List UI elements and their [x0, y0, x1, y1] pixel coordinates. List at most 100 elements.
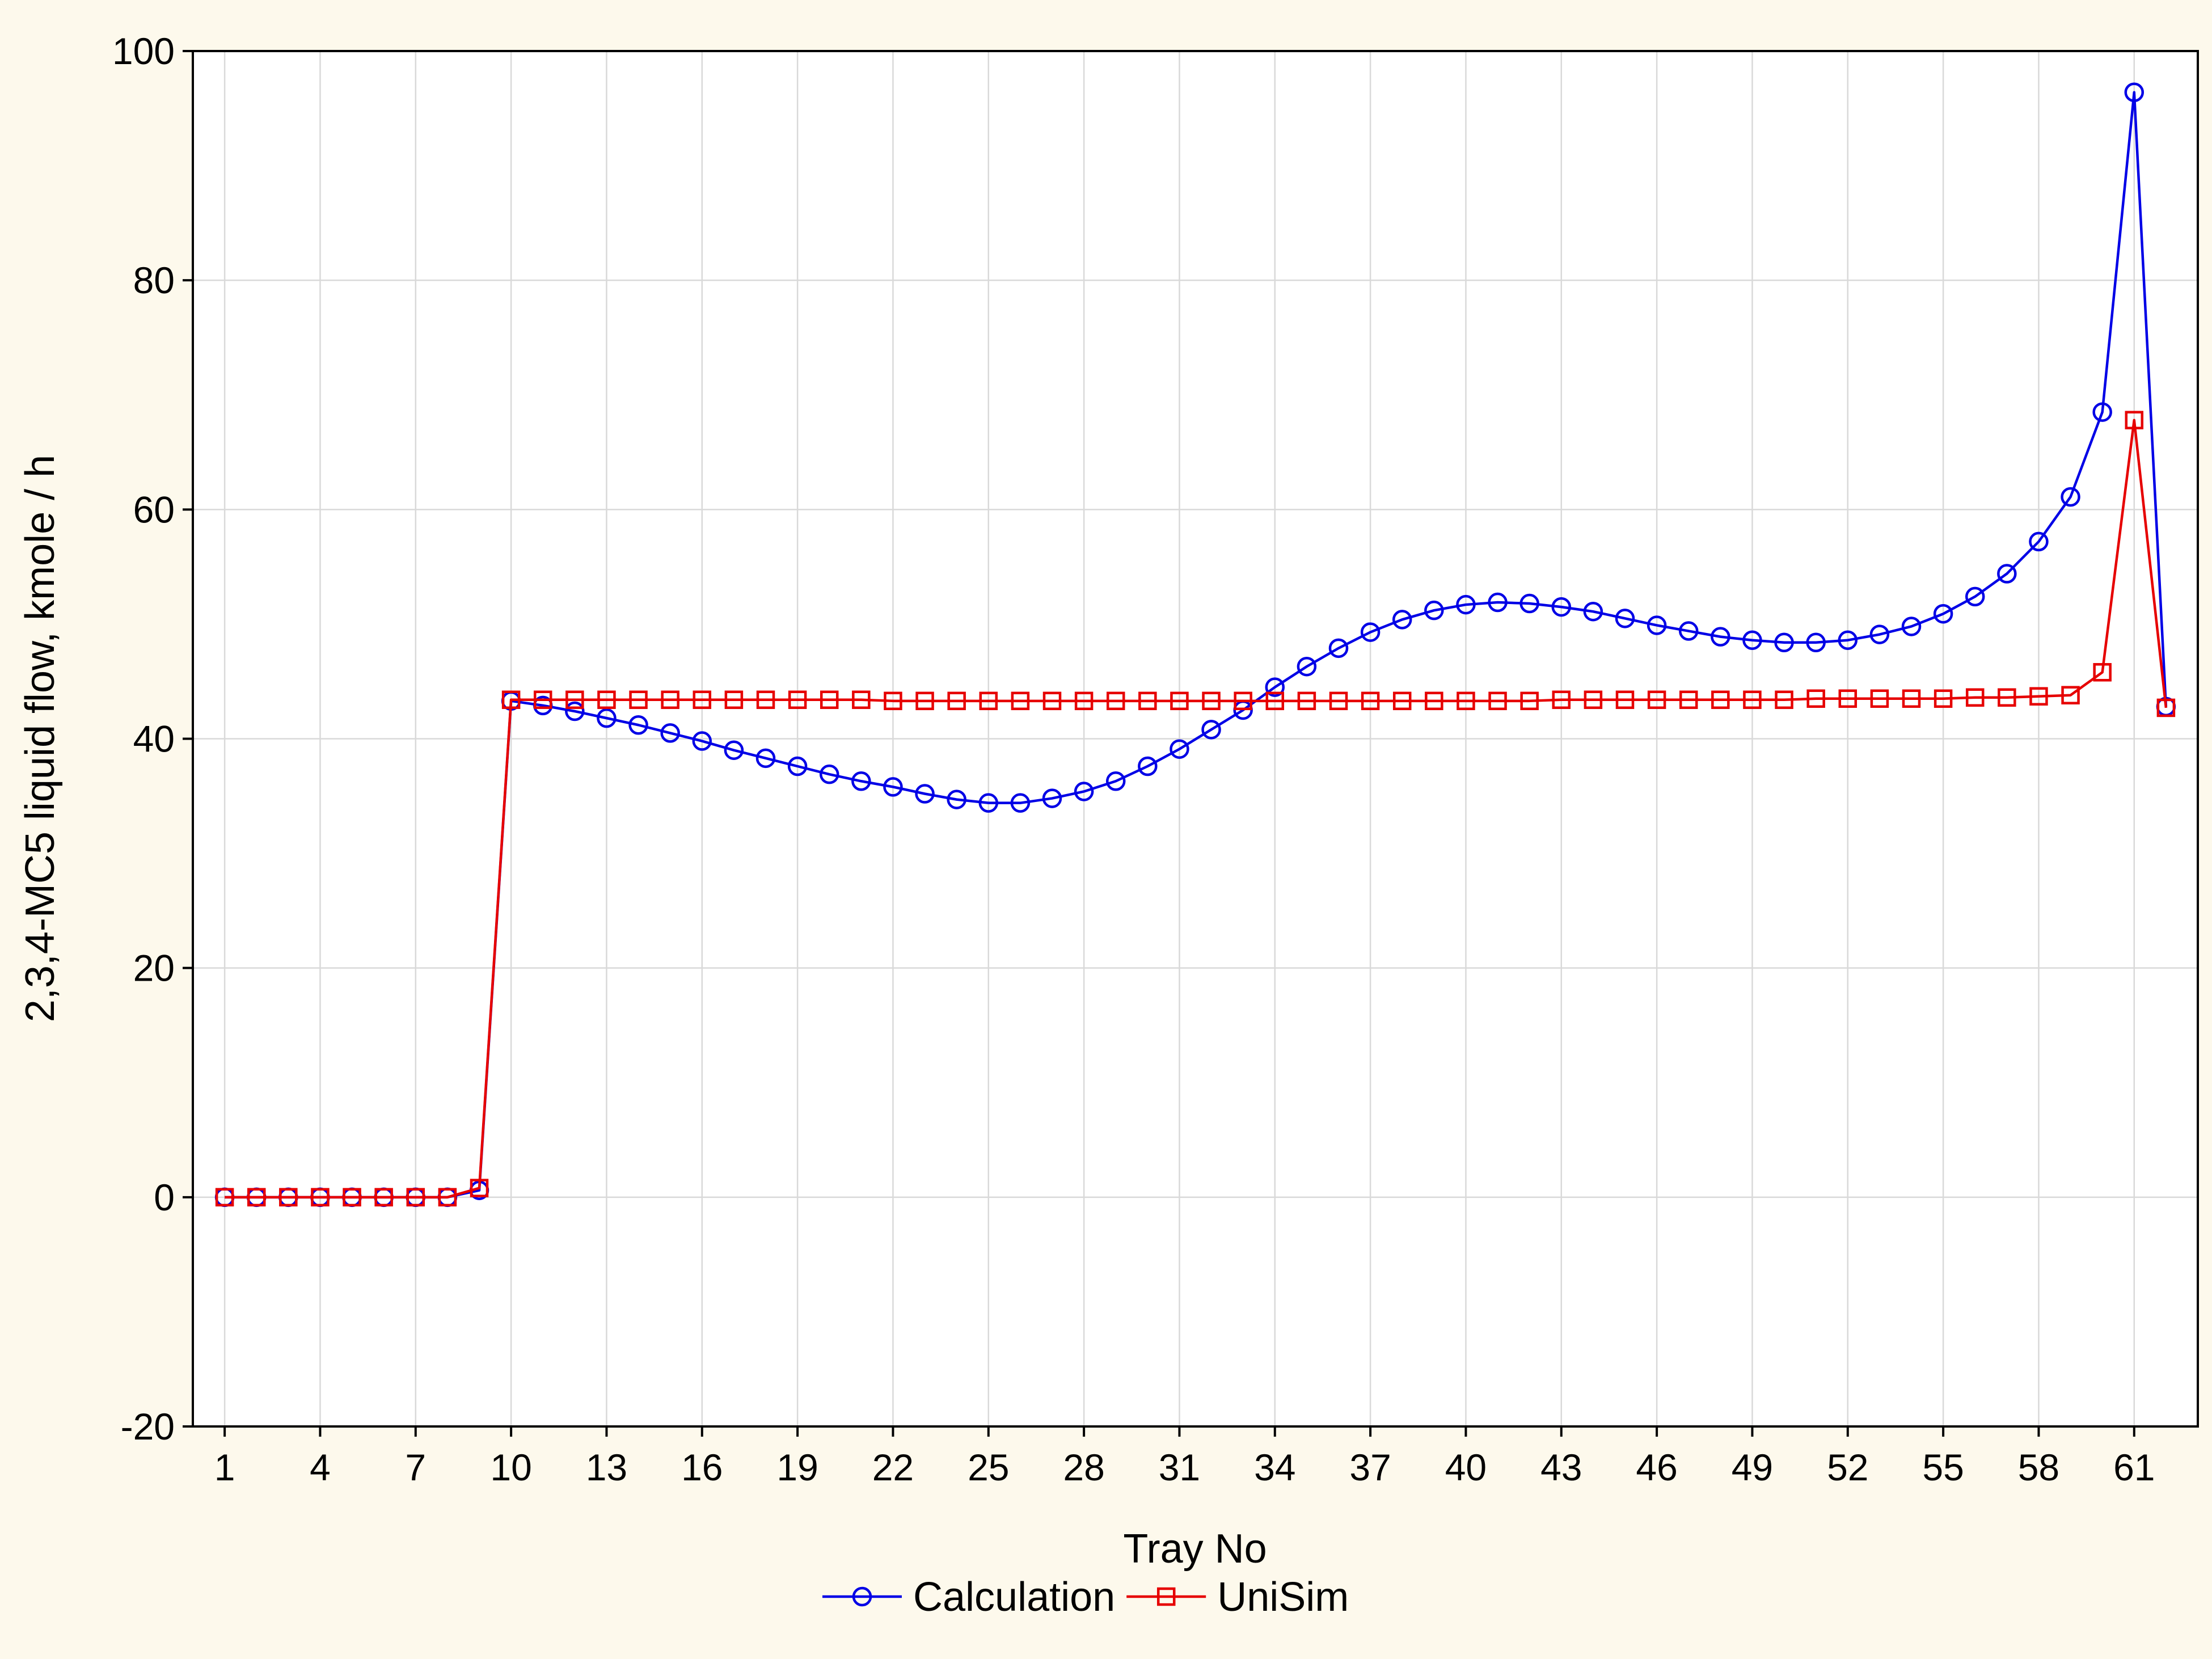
unisim-point: [852, 690, 871, 710]
calculation-point: [1806, 632, 1826, 652]
x-tick-label: 46: [1636, 1446, 1677, 1488]
calculation-point: [1297, 656, 1317, 677]
calculation-point: [1456, 594, 1476, 615]
calculation-point: [1615, 609, 1635, 628]
x-tick-label: 25: [968, 1446, 1009, 1488]
calculation-point: [2061, 487, 2080, 507]
calculation-point: [1042, 788, 1062, 808]
calculation-point: [2124, 82, 2145, 102]
unisim-point: [1488, 691, 1507, 711]
calculation-point: [1933, 603, 1953, 624]
calculation-point: [755, 748, 776, 769]
calculation-point: [2029, 531, 2049, 552]
calculation-point: [1360, 622, 1381, 642]
unisim-point: [311, 1188, 330, 1207]
calculation-point: [787, 756, 808, 776]
calculation-point: [1074, 782, 1094, 801]
unisim-point: [1425, 691, 1443, 711]
calculation-point: [1170, 739, 1189, 759]
calculation-point: [565, 701, 585, 721]
unisim-point: [947, 691, 966, 711]
y-tick-label: -20: [121, 1405, 175, 1447]
unisim-point: [438, 1188, 457, 1207]
unisim-point: [1711, 690, 1730, 710]
unisim-point: [1042, 691, 1062, 711]
unisim-point: [1297, 691, 1316, 711]
unisim-point: [1234, 691, 1252, 711]
y-tick-label: 40: [133, 718, 175, 760]
unisim-point: [1457, 691, 1475, 711]
unisim-point: [1170, 691, 1189, 711]
unisim-point: [2093, 663, 2112, 682]
calculation-point: [1488, 592, 1508, 613]
unisim-point: [1743, 690, 1762, 710]
unisim-point: [915, 691, 934, 711]
x-tick-label: 43: [1540, 1446, 1582, 1488]
calculation-point: [915, 784, 935, 804]
calculation-point: [1392, 610, 1412, 630]
calculation-point: [1010, 793, 1031, 813]
calculation-point: [1742, 630, 1762, 650]
calculation-point: [1265, 677, 1285, 697]
unisim-point: [1392, 691, 1412, 711]
unisim-legend-label: UniSim: [1217, 1574, 1349, 1620]
x-tick-label: 19: [776, 1446, 818, 1488]
unisim-point: [565, 690, 584, 710]
unisim-point: [2029, 687, 2048, 706]
unisim-point: [979, 691, 998, 711]
unisim-point: [597, 690, 616, 710]
unisim-point: [1552, 690, 1571, 710]
unisim-point: [1329, 691, 1348, 711]
unisim-point: [1679, 690, 1698, 710]
unisim-line: [225, 419, 2168, 1199]
x-tick-label: 13: [586, 1446, 627, 1488]
x-tick-label: 10: [490, 1446, 531, 1488]
calculation-point: [1583, 601, 1603, 622]
unisim-point: [1265, 691, 1285, 711]
unisim-point: [247, 1188, 266, 1207]
calculation-point: [660, 723, 680, 743]
x-tick-label: 28: [1063, 1446, 1104, 1488]
unisim-point: [1806, 689, 1825, 708]
x-tick-label: 58: [2018, 1446, 2059, 1488]
x-tick-label: 61: [2113, 1446, 2155, 1488]
x-tick-label: 31: [1159, 1446, 1200, 1488]
unisim-point: [2125, 411, 2144, 429]
calculation-point: [851, 771, 871, 791]
unisim-point: [215, 1188, 234, 1207]
unisim-point: [279, 1188, 298, 1207]
x-tick-label: 4: [310, 1446, 331, 1488]
unisim-point: [1998, 688, 2016, 707]
unisim-point: [406, 1188, 425, 1207]
x-tick-label: 16: [681, 1446, 723, 1488]
calculation-legend-label: Calculation: [913, 1574, 1115, 1620]
x-tick-label: 37: [1349, 1446, 1391, 1488]
unisim-point: [1138, 691, 1157, 711]
unisim-point: [629, 690, 648, 710]
x-tick-label: 52: [1827, 1446, 1868, 1488]
unisim-point: [470, 1179, 489, 1197]
x-axis-label: Tray No: [1123, 1526, 1267, 1572]
x-tick-label: 55: [1922, 1446, 1964, 1488]
unisim-point: [533, 690, 552, 710]
calculation-point: [2092, 402, 2112, 422]
x-tick-label: 34: [1254, 1446, 1295, 1488]
calculation-point: [819, 764, 839, 784]
unisim-point: [1775, 690, 1793, 710]
calculation-point: [692, 731, 712, 751]
unisim-point: [1584, 690, 1603, 710]
calculation-point: [1551, 597, 1572, 617]
unisim-point: [374, 1188, 393, 1207]
calculation-point: [597, 708, 617, 728]
y-tick-label: 100: [112, 30, 175, 72]
unisim-point: [1902, 689, 1921, 708]
calculation-point: [1965, 586, 1985, 607]
unisim-point: [2156, 698, 2176, 717]
unisim-point: [1965, 688, 1985, 707]
axis-ticks: 1 4 7 10 13 16 19 22 25 28 31 34 37 40 43 46 49 52 55 58 61 -…: [112, 30, 2155, 1488]
unisim-point: [661, 690, 679, 710]
unisim-point: [1838, 689, 1858, 708]
calculation-point: [628, 715, 648, 735]
calculation-point: [1678, 621, 1699, 641]
